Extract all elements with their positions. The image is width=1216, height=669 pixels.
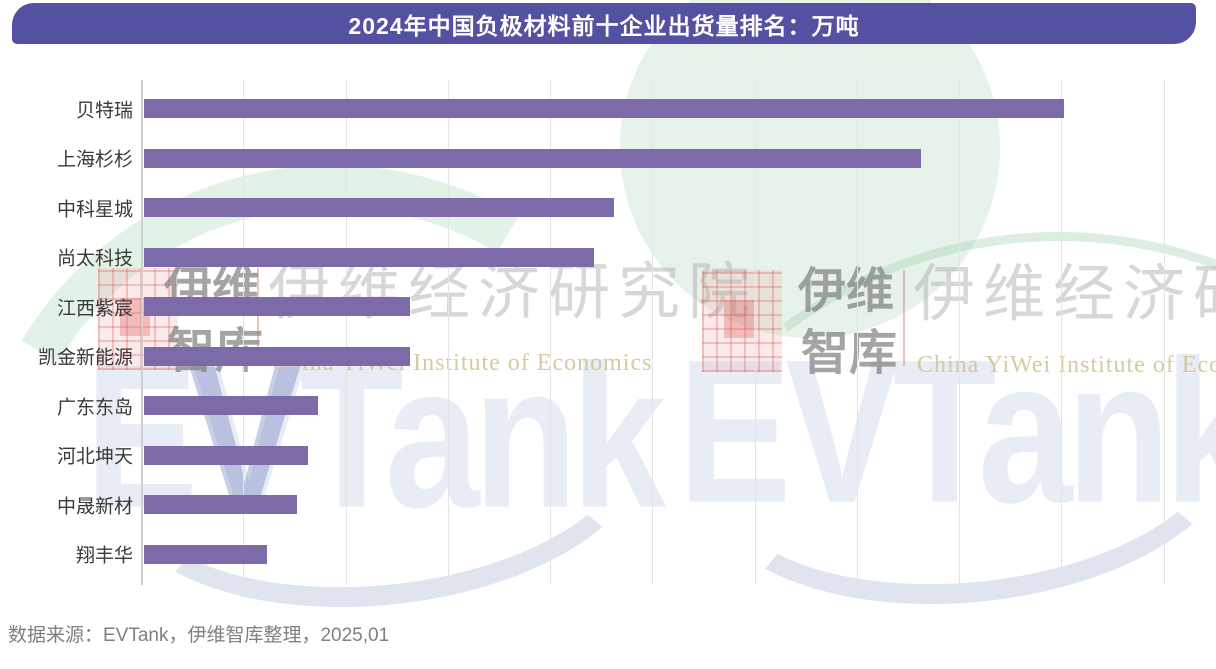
- source-note: 数据来源：EVTank，伊维智库整理，2025,01: [8, 625, 390, 646]
- bar-row: 江西紫宸: [0, 297, 1216, 319]
- bar-row: 上海杉杉: [0, 148, 1216, 171]
- bar: [144, 247, 594, 267]
- bar: [144, 148, 921, 168]
- category-label: 尚太科技: [56, 248, 133, 270]
- bar-row: 广东东岛: [0, 396, 1216, 418]
- vertical-gridline: [243, 80, 245, 585]
- bar-row: 尚太科技: [0, 247, 1216, 270]
- bar: [144, 297, 410, 317]
- vertical-gridline: [652, 80, 654, 585]
- bar: [144, 495, 297, 515]
- bar: [144, 445, 308, 465]
- plot-area: 贝特瑞上海杉杉中科星城尚太科技江西紫宸凯金新能源广东东岛河北坤天中晟新材翔丰华: [0, 80, 1216, 585]
- category-label: 广东东岛: [56, 397, 133, 419]
- category-label: 江西紫宸: [56, 298, 133, 320]
- vertical-gridline: [447, 80, 449, 585]
- category-label: 中科星城: [56, 199, 133, 221]
- bar-row: 河北坤天: [0, 445, 1216, 468]
- bar: [144, 99, 1064, 118]
- bar-row: 翔丰华: [0, 544, 1216, 567]
- category-label: 上海杉杉: [56, 149, 133, 171]
- y-axis-line: [141, 80, 143, 585]
- bar: [144, 198, 614, 218]
- category-label: 中晟新材: [56, 496, 133, 518]
- bar: [144, 396, 318, 416]
- category-label: 河北坤天: [56, 446, 133, 468]
- bar: [144, 346, 410, 366]
- chart-title: 2024年中国负极材料前十企业出货量排名：万吨: [348, 12, 860, 39]
- vertical-gridline: [1163, 80, 1165, 585]
- category-label: 翔丰华: [75, 545, 133, 567]
- vertical-gridline: [550, 80, 551, 585]
- bar-row: 贝特瑞: [0, 99, 1216, 121]
- vertical-gridline: [856, 80, 858, 585]
- bar-row: 中科星城: [0, 198, 1216, 220]
- vertical-gridline: [345, 80, 347, 585]
- category-label: 贝特瑞: [75, 100, 133, 121]
- category-label: 凯金新能源: [37, 347, 133, 369]
- bar: [144, 544, 267, 564]
- bar-row: 凯金新能源: [0, 346, 1216, 369]
- vertical-gridline: [754, 80, 756, 585]
- vertical-gridline: [959, 80, 960, 585]
- vertical-gridline: [1061, 80, 1063, 585]
- title-banner: 2024年中国负极材料前十企业出货量排名：万吨: [12, 3, 1196, 44]
- bar-row: 中晟新材: [0, 495, 1216, 517]
